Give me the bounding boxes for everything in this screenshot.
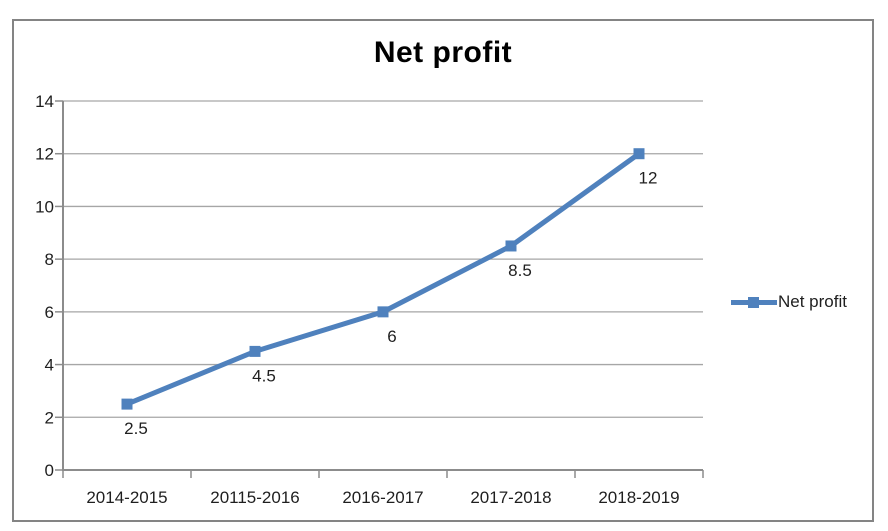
legend-square-marker-icon [748, 296, 759, 308]
legend-series-label: Net profit [778, 292, 847, 311]
x-axis-category-label: 2014-2015 [86, 488, 167, 507]
x-axis-category-label: 2018-2019 [598, 488, 679, 507]
legend: Net profit [731, 292, 847, 312]
data-point-marker [249, 345, 261, 357]
data-point-marker [121, 398, 133, 410]
legend-line-marker-icon [731, 296, 777, 309]
series-line [124, 151, 642, 407]
data-point-label: 12 [639, 169, 658, 188]
data-point-marker [633, 148, 645, 160]
y-axis-tick-label: 4 [45, 356, 54, 375]
y-axis-tick-label: 8 [45, 250, 54, 269]
data-point-marker [505, 240, 517, 252]
chart-title: Net profit [373, 36, 513, 69]
chart-border-frame [12, 19, 874, 522]
y-axis-tick-label: 12 [35, 145, 54, 164]
y-axis-tick-label: 2 [45, 408, 54, 427]
data-point-label: 2.5 [124, 419, 148, 438]
x-axis-category-label: 20115-2016 [210, 488, 300, 507]
y-axis-tick-label: 6 [45, 303, 54, 322]
x-axis-category-label: 2016-2017 [342, 488, 423, 507]
x-axis-category-label: 2017-2018 [470, 488, 551, 507]
data-point-label: 8.5 [508, 261, 532, 280]
y-axis-tick-label: 14 [35, 92, 54, 111]
y-axis-tick-label: 10 [35, 197, 54, 216]
y-axis-tick-label: 0 [45, 461, 54, 480]
data-point-label: 6 [387, 327, 396, 346]
data-point-marker [377, 306, 389, 318]
data-point-label: 4.5 [252, 366, 276, 385]
